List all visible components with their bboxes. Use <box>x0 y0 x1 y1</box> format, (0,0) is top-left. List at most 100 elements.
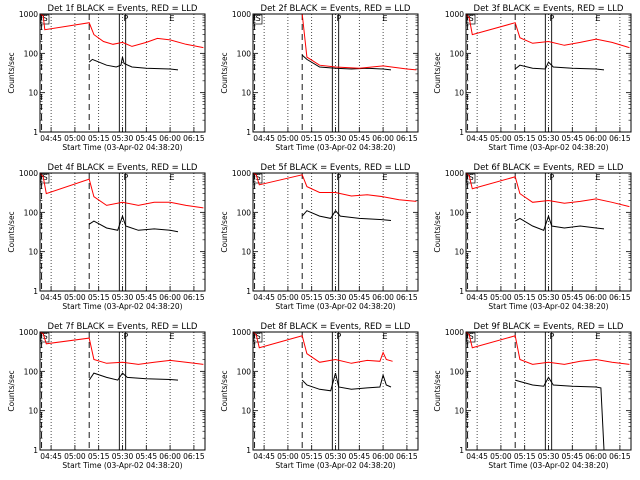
x-tick-label: 04:45 <box>40 293 62 302</box>
x-axis-label: Start Time (03-Apr-02 04:38:20) <box>275 302 395 311</box>
y-tick-label: 100 <box>237 208 252 217</box>
y-axis-label: Counts/sec <box>220 52 229 93</box>
x-tick-label: 05:30 <box>538 293 560 302</box>
x-tick-label: 05:15 <box>301 293 323 302</box>
x-tick-label: 04:45 <box>253 293 275 302</box>
series-events <box>88 56 179 71</box>
x-tick-label: 05:30 <box>538 134 560 143</box>
event-marker-s: S <box>256 173 261 182</box>
y-tick-label: 1 <box>459 287 464 296</box>
x-tick-label: 04:45 <box>466 452 488 461</box>
x-tick-label: 05:15 <box>88 134 110 143</box>
start-marker-box <box>466 14 476 25</box>
event-marker-p: P <box>124 173 129 182</box>
y-tick-label: 1000 <box>19 328 38 337</box>
x-tick-label: 05:00 <box>277 293 299 302</box>
event-marker-p: P <box>337 332 342 341</box>
y-tick-label: 1000 <box>232 10 251 19</box>
x-axis-label: Start Time (03-Apr-02 04:38:20) <box>62 143 182 152</box>
x-tick-label: 04:45 <box>253 452 275 461</box>
start-marker-box <box>40 173 50 184</box>
panel-title: Det 3f BLACK = Events, RED = LLD <box>474 4 624 14</box>
y-tick-label: 1000 <box>445 10 464 19</box>
y-tick-label: 1 <box>459 128 464 137</box>
y-tick-label: 1 <box>246 446 251 455</box>
y-tick-label: 100 <box>450 208 465 217</box>
x-tick-label: 05:45 <box>135 134 157 143</box>
x-tick-label: 06:00 <box>372 452 394 461</box>
x-tick-label: 06:15 <box>183 452 205 461</box>
y-tick-label: 100 <box>450 49 465 58</box>
plot-frame <box>39 13 206 133</box>
x-tick-label: 06:00 <box>585 293 607 302</box>
x-tick-label: 05:00 <box>64 293 86 302</box>
x-tick-label: 06:15 <box>183 293 205 302</box>
y-axis-label: Counts/sec <box>433 211 442 252</box>
y-tick-label: 100 <box>24 367 39 376</box>
x-tick-label: 04:45 <box>40 452 62 461</box>
x-tick-label: 05:00 <box>277 134 299 143</box>
plot-frame <box>465 331 632 451</box>
x-tick-label: 05:00 <box>490 452 512 461</box>
series-lld <box>465 331 630 365</box>
x-tick-label: 04:45 <box>40 134 62 143</box>
y-tick-label: 10 <box>241 407 251 416</box>
y-tick-label: 1000 <box>19 10 38 19</box>
y-tick-label: 10 <box>241 248 251 257</box>
x-tick-label: 05:30 <box>325 134 347 143</box>
x-tick-label: 04:45 <box>466 134 488 143</box>
y-tick-label: 1000 <box>232 169 251 178</box>
event-marker-s: S <box>43 332 48 341</box>
y-tick-label: 1 <box>459 446 464 455</box>
y-tick-label: 1 <box>33 287 38 296</box>
y-axis-label: Counts/sec <box>433 370 442 411</box>
series-events <box>88 214 179 233</box>
x-tick-label: 06:15 <box>609 452 631 461</box>
x-tick-label: 05:30 <box>325 293 347 302</box>
x-tick-label: 05:30 <box>112 452 134 461</box>
event-marker-p: P <box>550 173 555 182</box>
x-tick-label: 05:15 <box>88 293 110 302</box>
panel-title: Det 6f BLACK = Events, RED = LLD <box>474 163 624 173</box>
start-marker-box <box>253 14 263 25</box>
x-tick-label: 05:30 <box>538 452 560 461</box>
series-events <box>301 372 392 392</box>
series-lld <box>39 13 204 49</box>
event-marker-s: S <box>43 173 48 182</box>
y-tick-label: 10 <box>28 248 38 257</box>
x-tick-label: 05:15 <box>88 452 110 461</box>
event-marker-e: E <box>596 332 601 341</box>
x-tick-label: 06:00 <box>372 293 394 302</box>
x-axis-label: Start Time (03-Apr-02 04:38:20) <box>488 143 608 152</box>
x-axis-label: Start Time (03-Apr-02 04:38:20) <box>275 461 395 470</box>
panel-title: Det 2f BLACK = Events, RED = LLD <box>261 4 411 14</box>
y-tick-label: 1000 <box>445 328 464 337</box>
x-tick-label: 05:15 <box>514 293 536 302</box>
x-axis-label: Start Time (03-Apr-02 04:38:20) <box>488 302 608 311</box>
y-axis-label: Counts/sec <box>7 370 16 411</box>
y-tick-label: 10 <box>454 89 464 98</box>
x-tick-label: 05:45 <box>561 452 583 461</box>
x-tick-label: 05:00 <box>490 134 512 143</box>
x-tick-label: 06:15 <box>609 293 631 302</box>
start-marker-box <box>40 332 50 343</box>
panel-title: Det 1f BLACK = Events, RED = LLD <box>48 4 198 14</box>
y-tick-label: 1 <box>33 128 38 137</box>
x-tick-label: 05:45 <box>135 452 157 461</box>
panel-title: Det 9f BLACK = Events, RED = LLD <box>474 322 624 332</box>
x-tick-label: 05:00 <box>490 293 512 302</box>
series-lld <box>39 331 204 365</box>
event-marker-s: S <box>256 14 261 23</box>
x-tick-label: 06:15 <box>396 452 418 461</box>
y-axis-label: Counts/sec <box>7 211 16 252</box>
event-marker-e: E <box>383 14 388 23</box>
x-tick-label: 06:15 <box>396 134 418 143</box>
x-tick-label: 06:15 <box>609 134 631 143</box>
event-marker-p: P <box>337 14 342 23</box>
